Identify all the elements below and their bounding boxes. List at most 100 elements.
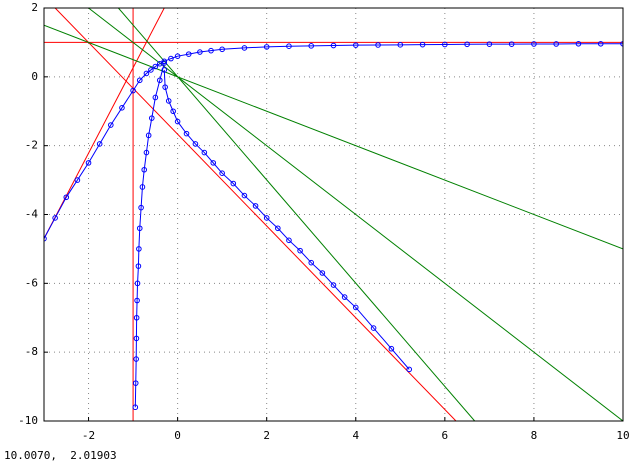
data-point bbox=[136, 77, 143, 84]
data-point bbox=[162, 84, 168, 90]
series-line bbox=[163, 69, 410, 370]
data-point bbox=[141, 166, 148, 173]
y-tick-label: 2 bbox=[31, 1, 38, 14]
data-point bbox=[219, 46, 225, 53]
data-point bbox=[197, 49, 203, 55]
data-point bbox=[620, 40, 623, 47]
data-point bbox=[96, 141, 103, 147]
y-tick-label: 0 bbox=[31, 70, 38, 83]
data-point bbox=[138, 204, 144, 211]
data-point bbox=[161, 67, 168, 73]
data-point bbox=[133, 314, 140, 321]
data-point bbox=[134, 280, 141, 287]
data-point bbox=[192, 141, 199, 147]
data-point bbox=[419, 41, 426, 48]
data-point bbox=[161, 60, 168, 66]
series-line bbox=[134, 62, 165, 408]
data-point bbox=[170, 108, 176, 115]
data-point bbox=[63, 194, 70, 201]
data-point bbox=[185, 51, 192, 57]
data-point bbox=[119, 105, 125, 111]
series-line bbox=[44, 8, 165, 239]
data-point bbox=[286, 43, 292, 50]
data-point bbox=[263, 44, 270, 50]
data-point bbox=[241, 192, 248, 199]
data-point bbox=[174, 118, 181, 125]
data-point bbox=[575, 40, 582, 47]
status-bar: 10.0070, 2.01903 bbox=[4, 449, 117, 462]
data-point bbox=[442, 41, 448, 48]
x-tick-label: 8 bbox=[531, 429, 538, 442]
data-point bbox=[263, 215, 270, 221]
y-tick-label: -8 bbox=[25, 345, 38, 358]
data-point bbox=[136, 225, 143, 232]
data-point bbox=[375, 42, 381, 48]
data-point bbox=[486, 41, 493, 47]
data-point bbox=[208, 47, 214, 54]
x-tick-label: 4 bbox=[352, 429, 359, 442]
data-point bbox=[308, 259, 315, 266]
data-point bbox=[210, 160, 217, 166]
data-point bbox=[531, 41, 537, 47]
data-point bbox=[133, 335, 140, 342]
data-point bbox=[275, 225, 281, 232]
data-point bbox=[130, 87, 136, 94]
series-line bbox=[44, 43, 623, 239]
data-point bbox=[134, 297, 140, 304]
data-point bbox=[136, 246, 142, 252]
data-point bbox=[230, 180, 237, 187]
data-point bbox=[370, 325, 377, 331]
data-point bbox=[143, 149, 150, 156]
series-line bbox=[44, 24, 623, 250]
x-tick-label: -2 bbox=[82, 429, 95, 442]
data-point bbox=[406, 366, 413, 373]
data-point bbox=[388, 345, 395, 352]
data-point bbox=[148, 115, 155, 121]
x-tick-label: 2 bbox=[263, 429, 270, 442]
data-point bbox=[219, 170, 225, 176]
data-point bbox=[330, 42, 337, 49]
data-point bbox=[508, 41, 515, 47]
data-point bbox=[330, 282, 337, 288]
tick-labels: -2 0 2 4 6 8 10 -10 -8 -6 -4 -2 0 2 bbox=[18, 1, 630, 442]
data-point bbox=[201, 149, 208, 156]
data-point bbox=[352, 304, 359, 311]
data-point bbox=[597, 40, 604, 47]
data-point bbox=[252, 203, 259, 209]
data-point bbox=[157, 77, 163, 84]
y-tick-label: -10 bbox=[18, 414, 38, 427]
data-point bbox=[135, 263, 142, 269]
data-point bbox=[108, 122, 114, 128]
data-point bbox=[132, 404, 139, 411]
data-point bbox=[143, 70, 150, 77]
data-point bbox=[152, 63, 159, 70]
series-line bbox=[54, 8, 457, 421]
data-point bbox=[133, 356, 139, 362]
data-point bbox=[168, 55, 174, 62]
x-tick-label: 0 bbox=[174, 429, 181, 442]
series-line bbox=[118, 8, 476, 421]
x-tick-label: 10 bbox=[616, 429, 629, 442]
data-point bbox=[397, 42, 404, 48]
data-point bbox=[183, 130, 190, 137]
data-point bbox=[145, 132, 152, 139]
data-point bbox=[52, 215, 58, 221]
data-point bbox=[286, 237, 292, 244]
data-point bbox=[152, 94, 159, 101]
y-tick-label: -4 bbox=[25, 208, 39, 221]
data-point bbox=[352, 42, 359, 48]
data-point bbox=[165, 98, 172, 104]
x-tick-label: 6 bbox=[442, 429, 449, 442]
data-point bbox=[132, 380, 139, 386]
y-tick-label: -6 bbox=[25, 276, 38, 289]
data-point bbox=[297, 247, 303, 254]
data-point bbox=[241, 45, 248, 51]
data-point bbox=[85, 160, 92, 166]
data-point bbox=[341, 294, 348, 300]
data-point bbox=[148, 67, 154, 73]
data-point bbox=[319, 270, 326, 276]
data-point bbox=[74, 177, 81, 183]
y-tick-label: -2 bbox=[25, 139, 38, 152]
data-point bbox=[553, 41, 559, 47]
